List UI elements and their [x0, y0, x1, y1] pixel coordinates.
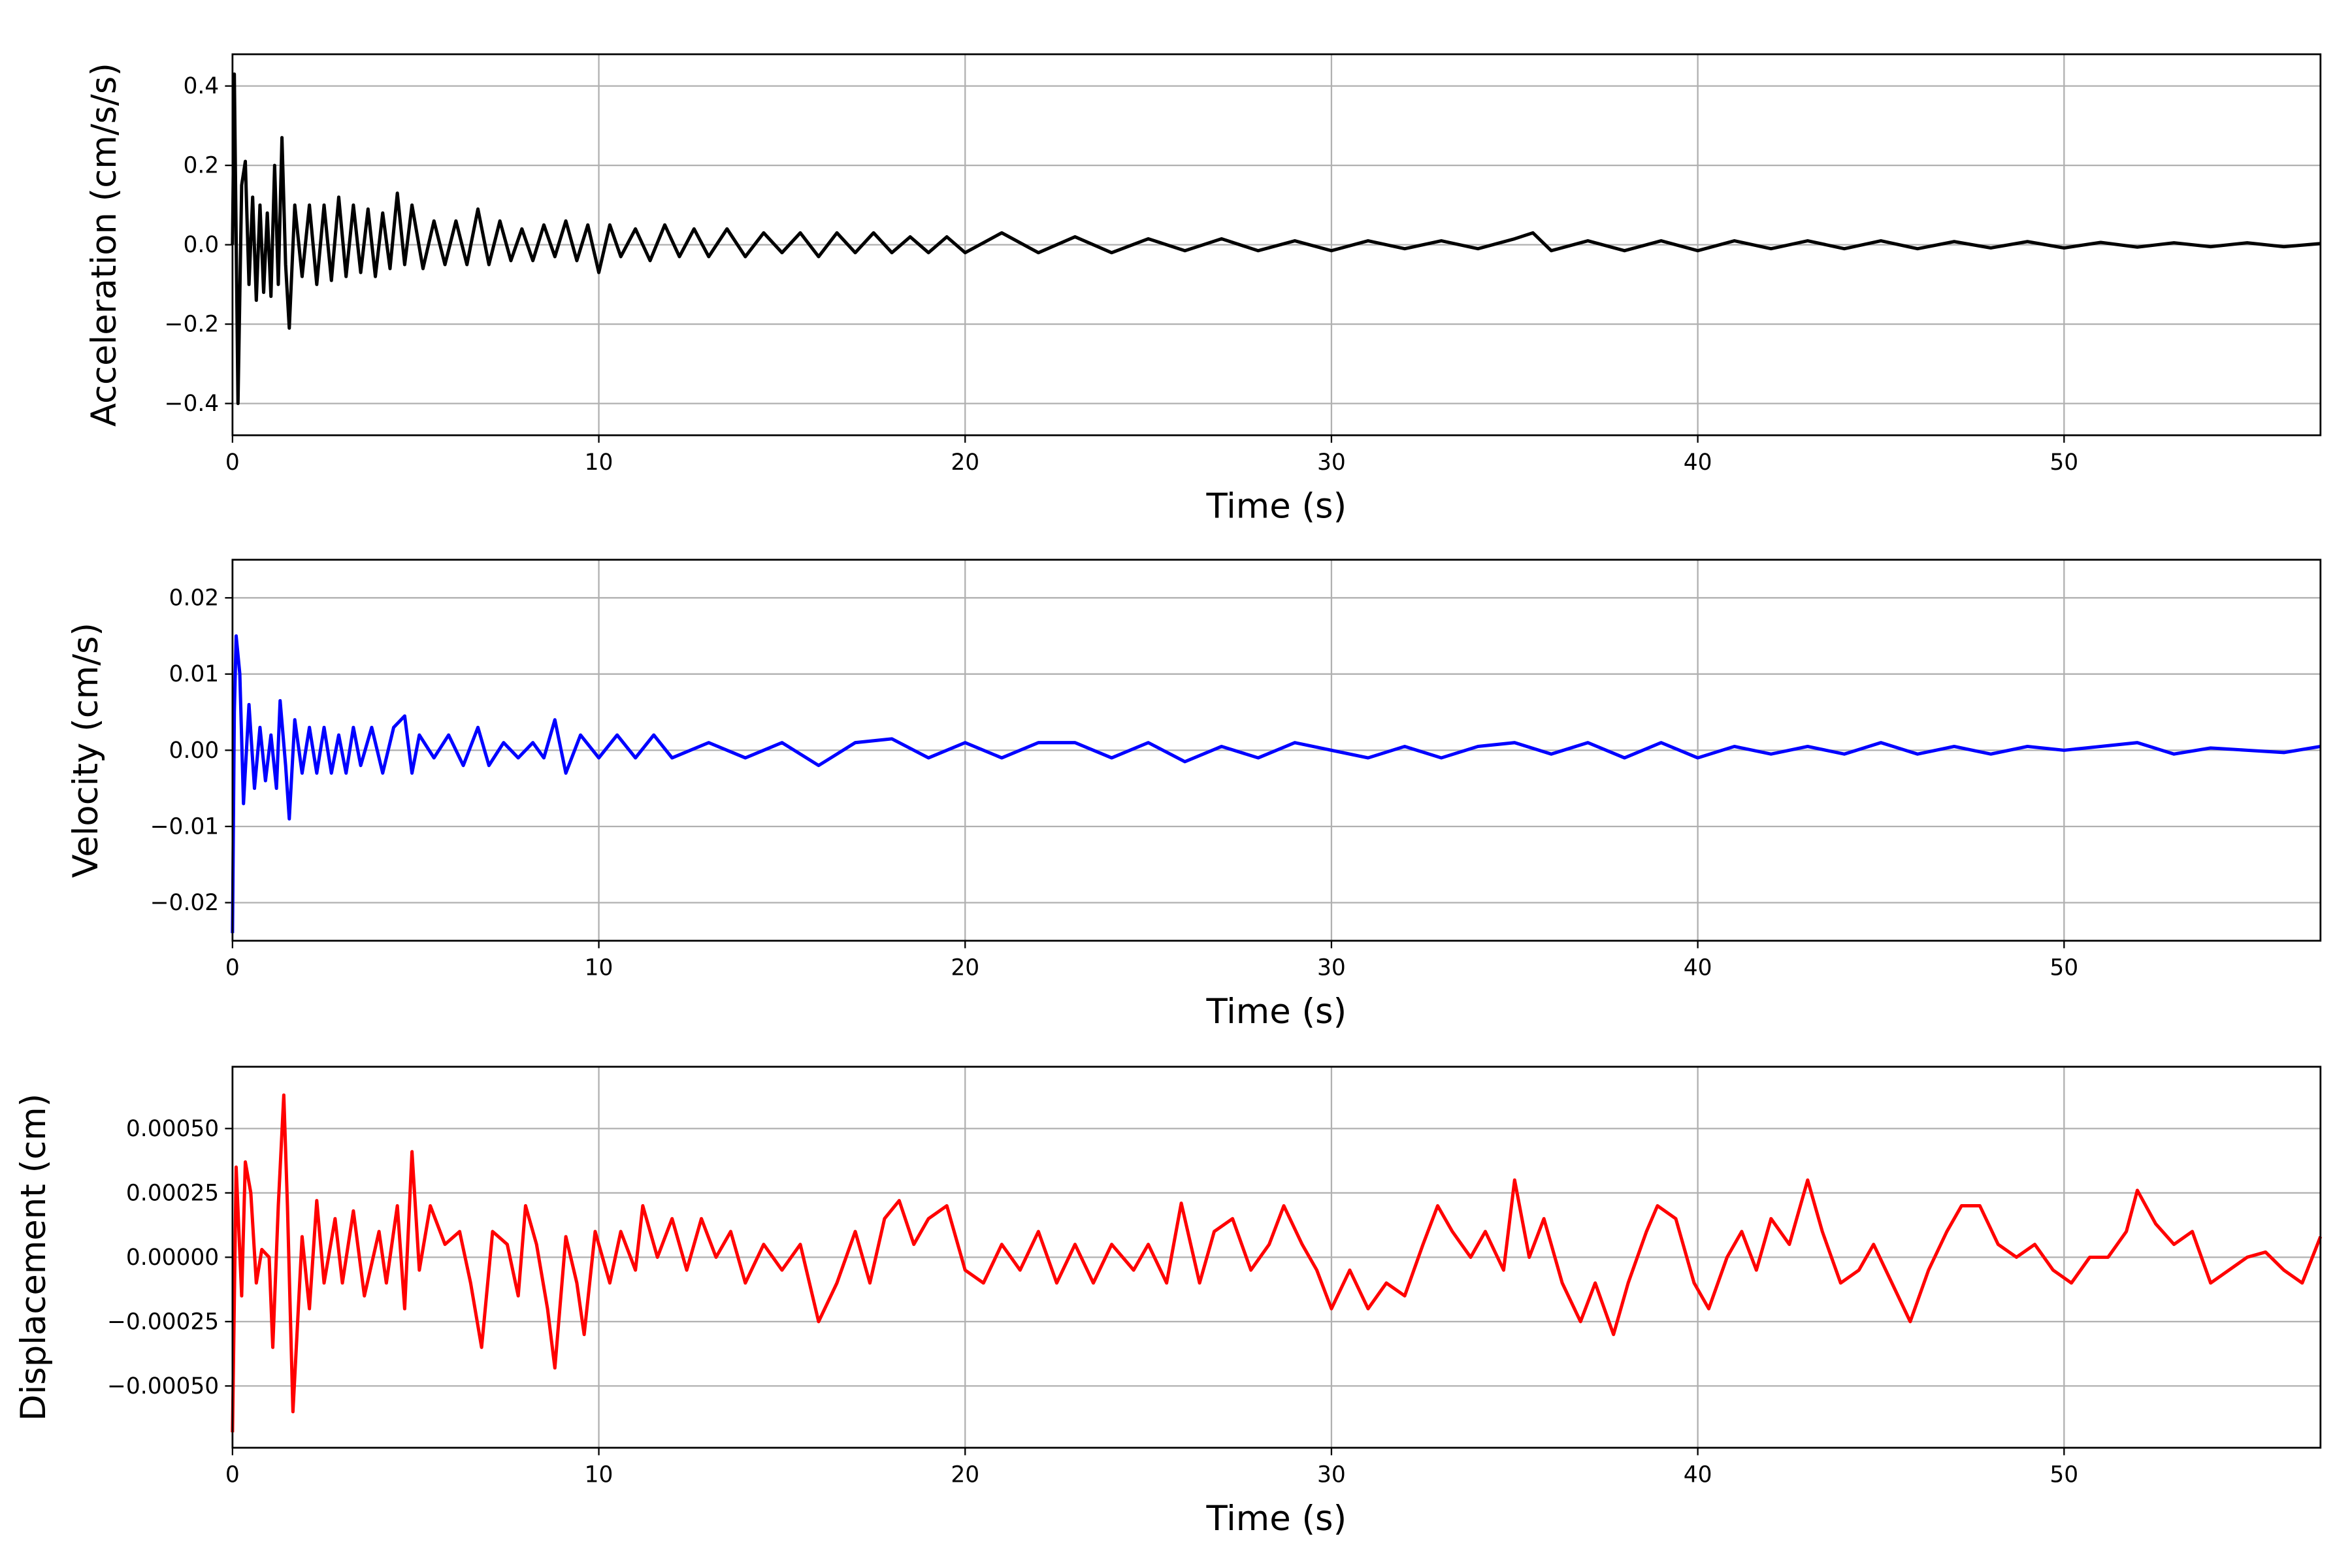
y-tick-label: 0.00025	[126, 1180, 219, 1206]
x-axis-label: Time (s)	[1205, 1499, 1347, 1539]
y-tick-label: −0.00050	[107, 1373, 219, 1399]
plot-frame	[231, 53, 2322, 436]
x-tick-label: 50	[2050, 955, 2078, 981]
y-tick-label: −0.02	[150, 890, 219, 916]
x-tick-label: 0	[225, 955, 240, 981]
data-line	[231, 634, 2321, 934]
y-tick-label: 0.2	[183, 153, 219, 179]
x-tick-label: 20	[951, 449, 979, 476]
y-tick-label: 0.02	[169, 585, 220, 612]
plot-frame	[231, 559, 2322, 942]
x-tick-label: 10	[585, 449, 613, 476]
x-tick-label: 50	[2050, 449, 2078, 476]
y-tick-label: 0.0	[183, 232, 219, 258]
x-tick-label: 30	[1317, 1462, 1346, 1488]
x-tick-label: 0	[225, 449, 240, 476]
x-tick-label: 40	[1684, 449, 1712, 476]
y-tick-label: −0.00025	[107, 1309, 219, 1335]
x-tick-label: 20	[951, 955, 979, 981]
y-tick-label: 0.00000	[126, 1245, 219, 1271]
x-tick-label: 0	[225, 1462, 240, 1488]
data-line	[231, 72, 2321, 406]
x-axis-label: Time (s)	[1205, 992, 1347, 1032]
y-axis-label: Velocity (cm/s)	[66, 623, 106, 878]
x-tick-label: 30	[1317, 955, 1346, 981]
y-tick-label: 0.00	[169, 738, 220, 764]
x-tick-label: 50	[2050, 1462, 2078, 1488]
y-tick-label: 0.4	[183, 73, 219, 99]
y-tick-label: −0.4	[165, 391, 220, 417]
data-line	[231, 1093, 2323, 1433]
x-tick-label: 40	[1684, 955, 1712, 981]
y-tick-label: 0.01	[169, 661, 220, 687]
y-tick-label: −0.2	[165, 312, 220, 338]
y-tick-label: −0.01	[150, 813, 219, 840]
x-axis-label: Time (s)	[1205, 486, 1347, 526]
x-tick-label: 20	[951, 1462, 979, 1488]
x-tick-label: 30	[1317, 449, 1346, 476]
plot-frame	[231, 1066, 2322, 1449]
x-tick-label: 10	[585, 1462, 613, 1488]
y-axis-label: Acceleration (cm/s/s)	[84, 63, 124, 427]
x-tick-label: 10	[585, 955, 613, 981]
y-tick-label: 0.00050	[126, 1116, 219, 1142]
y-axis-label: Displacement (cm)	[14, 1094, 54, 1421]
x-tick-label: 40	[1684, 1462, 1712, 1488]
